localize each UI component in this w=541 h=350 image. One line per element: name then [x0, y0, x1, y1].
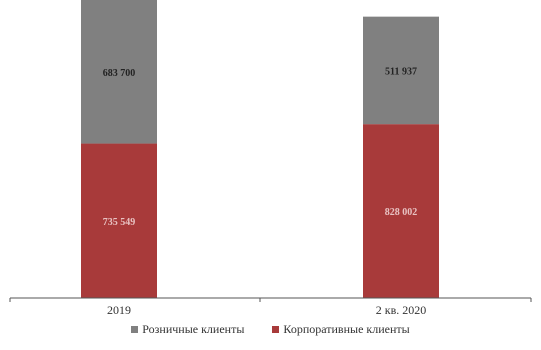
- data-label-corporate-1: 735 549: [103, 217, 136, 228]
- bar-retail-1: [81, 0, 157, 144]
- stacked-bar-chart: 735 549 683 700 828 002 511 937 2019 2 кв. 20…: [9, 0, 532, 317]
- data-label-retail-1: 683 700: [103, 68, 136, 79]
- x-tick-label-1: 2019: [107, 303, 131, 317]
- bar-corporate-1: [81, 143, 157, 298]
- data-label-retail-2: 511 937: [385, 66, 417, 77]
- legend: Розничные клиенты Корпоративные клиенты: [0, 322, 541, 337]
- legend-item-corporate: Корпоративные клиенты: [272, 322, 410, 337]
- bar-retail-2: [363, 16, 439, 125]
- legend-label-corporate: Корпоративные клиенты: [283, 322, 410, 336]
- legend-label-retail: Розничные клиенты: [142, 322, 245, 336]
- legend-swatch-retail: [131, 326, 139, 333]
- x-tick-label-2: 2 кв. 2020: [376, 303, 427, 317]
- legend-swatch-corporate: [272, 326, 280, 333]
- legend-item-retail: Розничные клиенты: [131, 322, 244, 337]
- data-label-corporate-2: 828 002: [385, 207, 418, 218]
- bar-corporate-2: [363, 124, 439, 298]
